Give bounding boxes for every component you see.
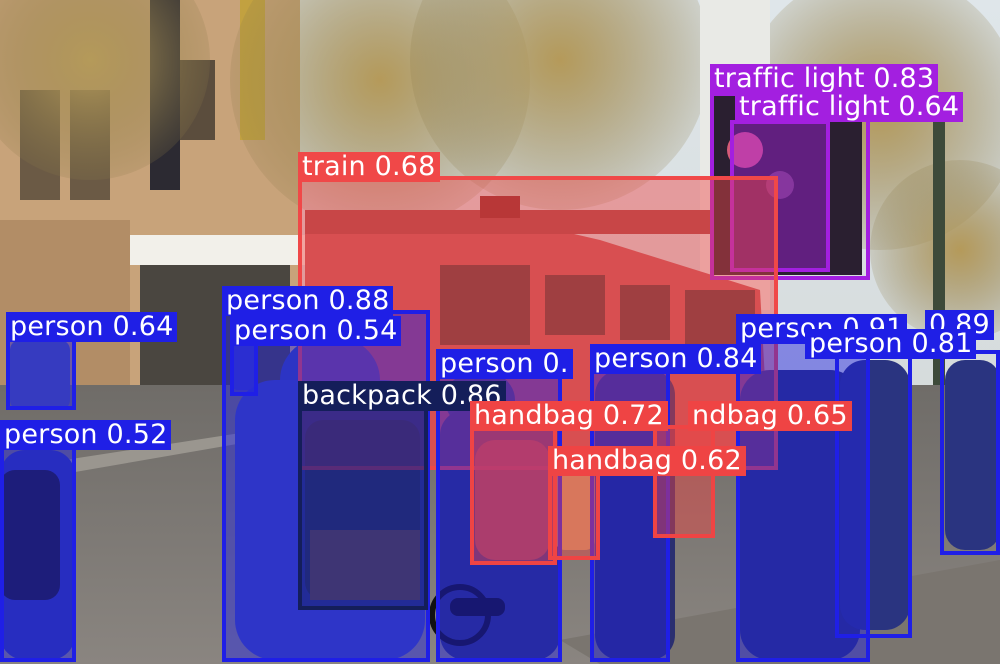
segmentation-mask xyxy=(6,336,76,410)
detection-label: backpack 0.86 xyxy=(298,381,506,411)
segmentation-mask xyxy=(470,425,557,565)
segmentation-mask xyxy=(653,425,715,538)
detection-label: traffic light 0.64 xyxy=(735,92,964,122)
detection-box-handbag xyxy=(653,425,715,538)
detection-label: person 0.54 xyxy=(230,316,402,346)
segmentation-mask xyxy=(730,120,830,272)
detection-box-person xyxy=(6,336,76,410)
detection-box-backpack xyxy=(298,405,428,610)
detection-label: train 0.68 xyxy=(298,152,440,182)
segmentation-mask xyxy=(298,405,428,610)
detection-label: traffic light 0.83 xyxy=(710,64,939,94)
detection-label: ndbag 0.65 xyxy=(688,401,852,431)
detection-box-traffic-light xyxy=(730,120,830,272)
detection-label: handbag 0.72 xyxy=(470,401,668,431)
detection-box-person xyxy=(940,350,1000,555)
detection-label: person 0.88 xyxy=(222,286,394,316)
segmentation-mask xyxy=(230,340,258,396)
detection-label: person 0. xyxy=(436,349,573,379)
detection-box-handbag xyxy=(470,425,557,565)
detection-box-person xyxy=(0,444,76,662)
segmentation-mask xyxy=(0,444,76,662)
segmentation-mask xyxy=(736,338,870,662)
segmentation-mask xyxy=(548,470,600,560)
detection-label: person 0.52 xyxy=(0,420,172,450)
detection-label: handbag 0.62 xyxy=(548,446,746,476)
detection-box-handbag xyxy=(548,470,600,560)
detection-label: person 0.84 xyxy=(590,344,762,374)
detection-label: person 0.81 xyxy=(805,329,977,359)
detection-label: person 0.64 xyxy=(6,312,178,342)
detection-box-person xyxy=(835,331,912,638)
detection-box-person xyxy=(230,340,258,396)
